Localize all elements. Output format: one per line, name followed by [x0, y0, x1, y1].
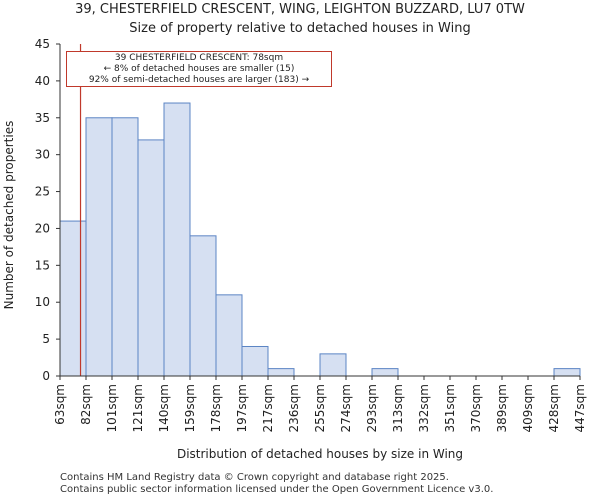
x-tick-label: 140sqm: [157, 384, 171, 432]
histogram-bar: [163, 102, 191, 377]
annotation-line-1: 39 CHESTERFIELD CRESCENT: 78sqm: [114, 53, 284, 63]
y-tick-label: 15: [35, 258, 50, 272]
x-tick-label: 447sqm: [573, 384, 587, 432]
histogram-bar: [267, 368, 295, 377]
x-tick-label: 332sqm: [417, 384, 431, 432]
x-tick-label: 197sqm: [235, 384, 249, 432]
y-tick-label: 30: [35, 148, 50, 162]
x-axis-label: Distribution of detached houses by size …: [177, 447, 463, 461]
x-tick-label: 82sqm: [79, 384, 93, 425]
y-tick-label: 25: [35, 185, 50, 199]
histogram-bar: [111, 117, 139, 377]
histogram-bar: [371, 368, 399, 377]
y-tick-label: 45: [35, 37, 50, 51]
chart-title: 39, CHESTERFIELD CRESCENT, WING, LEIGHTO…: [75, 2, 525, 17]
chart-subtitle: Size of property relative to detached ho…: [129, 21, 471, 36]
histogram-bar: [59, 220, 87, 377]
histogram-bar: [319, 353, 347, 377]
x-tick-label: 255sqm: [313, 384, 327, 432]
y-tick-label: 0: [42, 369, 50, 383]
y-axis-label: Number of detached properties: [2, 121, 16, 310]
x-tick-label: 178sqm: [209, 384, 223, 432]
histogram-bar: [553, 368, 581, 377]
histogram-bar: [241, 345, 269, 377]
x-tick-label: 274sqm: [339, 384, 353, 432]
x-tick-label: 389sqm: [495, 384, 509, 432]
y-tick-label: 10: [35, 295, 50, 309]
property-annotation: 39 CHESTERFIELD CRESCENT: 78sqm ← 8% of …: [66, 51, 332, 87]
x-tick-label: 236sqm: [287, 384, 301, 432]
x-tick-label: 428sqm: [547, 384, 561, 432]
histogram-bar: [215, 294, 243, 377]
y-tick-label: 20: [35, 221, 50, 235]
x-tick-label: 217sqm: [261, 384, 275, 432]
x-tick-label: 409sqm: [521, 384, 535, 432]
x-tick-label: 351sqm: [443, 384, 457, 432]
histogram-bar: [189, 235, 217, 377]
x-tick-label: 370sqm: [469, 384, 483, 432]
x-tick-label: 159sqm: [183, 384, 197, 432]
x-tick-label: 101sqm: [105, 384, 119, 432]
x-tick-label: 313sqm: [391, 384, 405, 432]
x-tick-label: 293sqm: [365, 384, 379, 432]
y-tick-label: 5: [42, 332, 50, 346]
footer-licence: Contains public sector information licen…: [60, 484, 494, 495]
histogram-bar: [137, 139, 165, 377]
annotation-line-3: 92% of semi-detached houses are larger (…: [88, 75, 310, 85]
y-tick-label: 40: [35, 74, 50, 88]
annotation-line-2: ← 8% of detached houses are smaller (15): [103, 64, 295, 74]
x-tick-label: 121sqm: [131, 384, 145, 432]
footer-copyright: Contains HM Land Registry data © Crown c…: [60, 472, 449, 483]
x-tick-label: 63sqm: [53, 384, 67, 425]
histogram-bar: [85, 117, 113, 377]
y-tick-label: 35: [35, 111, 50, 125]
